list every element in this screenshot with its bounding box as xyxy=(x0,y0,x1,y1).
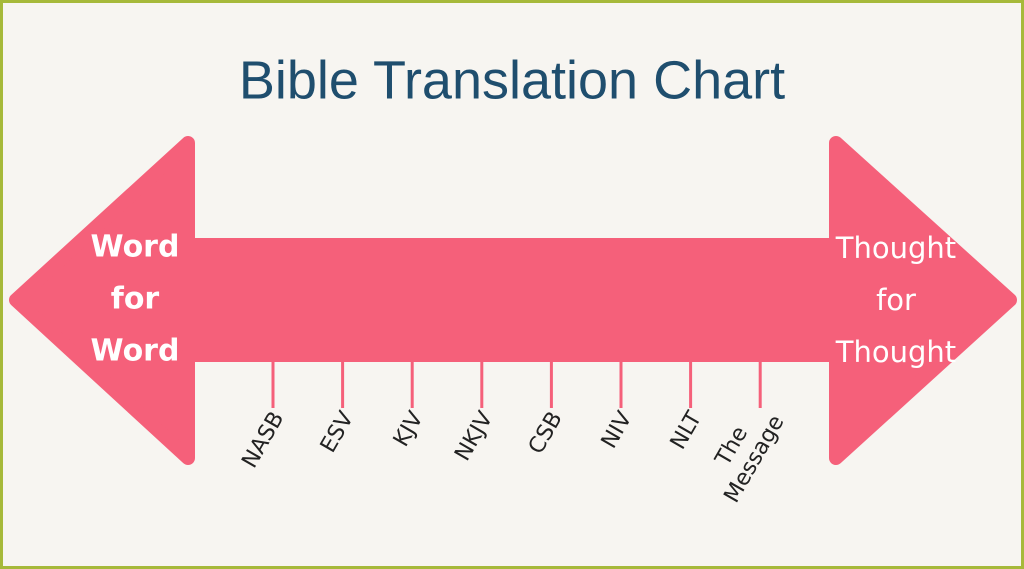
left-label: Word xyxy=(91,230,180,265)
right-label: for xyxy=(876,283,916,317)
right-label: Thought xyxy=(835,335,956,369)
right-label: Thought xyxy=(835,231,956,265)
double-arrow xyxy=(9,136,1017,465)
left-label: for xyxy=(111,282,160,317)
left-label: Word xyxy=(91,334,180,369)
title: Bible Translation Chart xyxy=(239,50,785,110)
